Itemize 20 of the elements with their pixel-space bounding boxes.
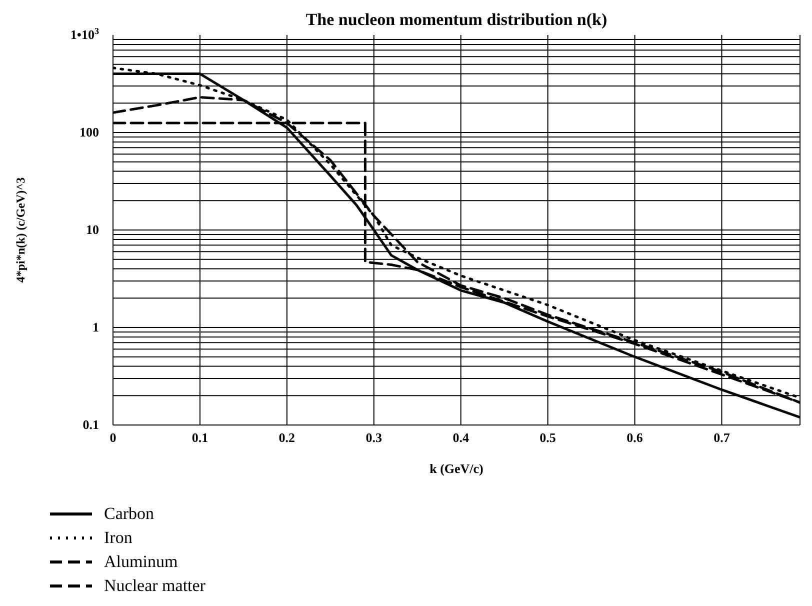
x-tick-label: 0 xyxy=(110,430,116,446)
y-tick-label: 1•10$^{3}$ xyxy=(70,26,100,42)
x-tick-label: 0.7 xyxy=(714,430,730,446)
y-tick-label: 0.1 xyxy=(82,417,99,432)
legend-label: Carbon xyxy=(104,504,154,524)
chart-title: The nucleon momentum distribution n(k) xyxy=(304,10,608,30)
x-axis-title: k (GeV/c) xyxy=(430,461,484,476)
x-tick-label: 0.5 xyxy=(540,430,556,446)
y-tick-label: 10 xyxy=(86,222,99,237)
x-tick-label: 0.2 xyxy=(278,430,296,446)
y-axis-title: 4*pi*n(k) (c/GeV)^3 xyxy=(13,177,28,283)
y-tick-label: 1 xyxy=(92,320,99,334)
legend-label: Nuclear matter xyxy=(104,576,206,596)
x-tick-label: 0.4 xyxy=(452,430,470,446)
x-tick-label: 0.1 xyxy=(192,430,208,446)
legend-label: Aluminum xyxy=(104,552,178,572)
y-tick-label: 100 xyxy=(80,124,99,140)
x-tick-label: 0.6 xyxy=(626,430,644,446)
legend-label: Iron xyxy=(104,528,132,548)
x-tick-label: 0.3 xyxy=(366,430,383,446)
